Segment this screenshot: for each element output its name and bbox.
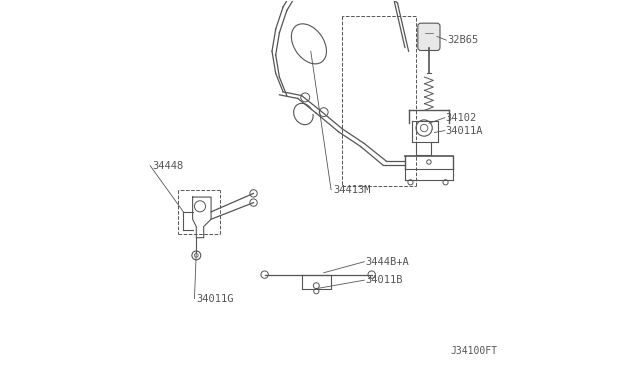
Text: 34011G: 34011G [196, 294, 234, 304]
Text: 34448: 34448 [152, 161, 183, 171]
Text: 34413M: 34413M [333, 185, 371, 195]
FancyBboxPatch shape [418, 23, 440, 51]
Text: J34100FT: J34100FT [450, 346, 497, 356]
Text: 3444B+A: 3444B+A [365, 257, 409, 267]
Text: 32B65: 32B65 [447, 35, 479, 45]
Text: 34011A: 34011A [445, 126, 483, 136]
Text: 34102: 34102 [445, 113, 477, 123]
Text: 34011B: 34011B [365, 275, 403, 285]
